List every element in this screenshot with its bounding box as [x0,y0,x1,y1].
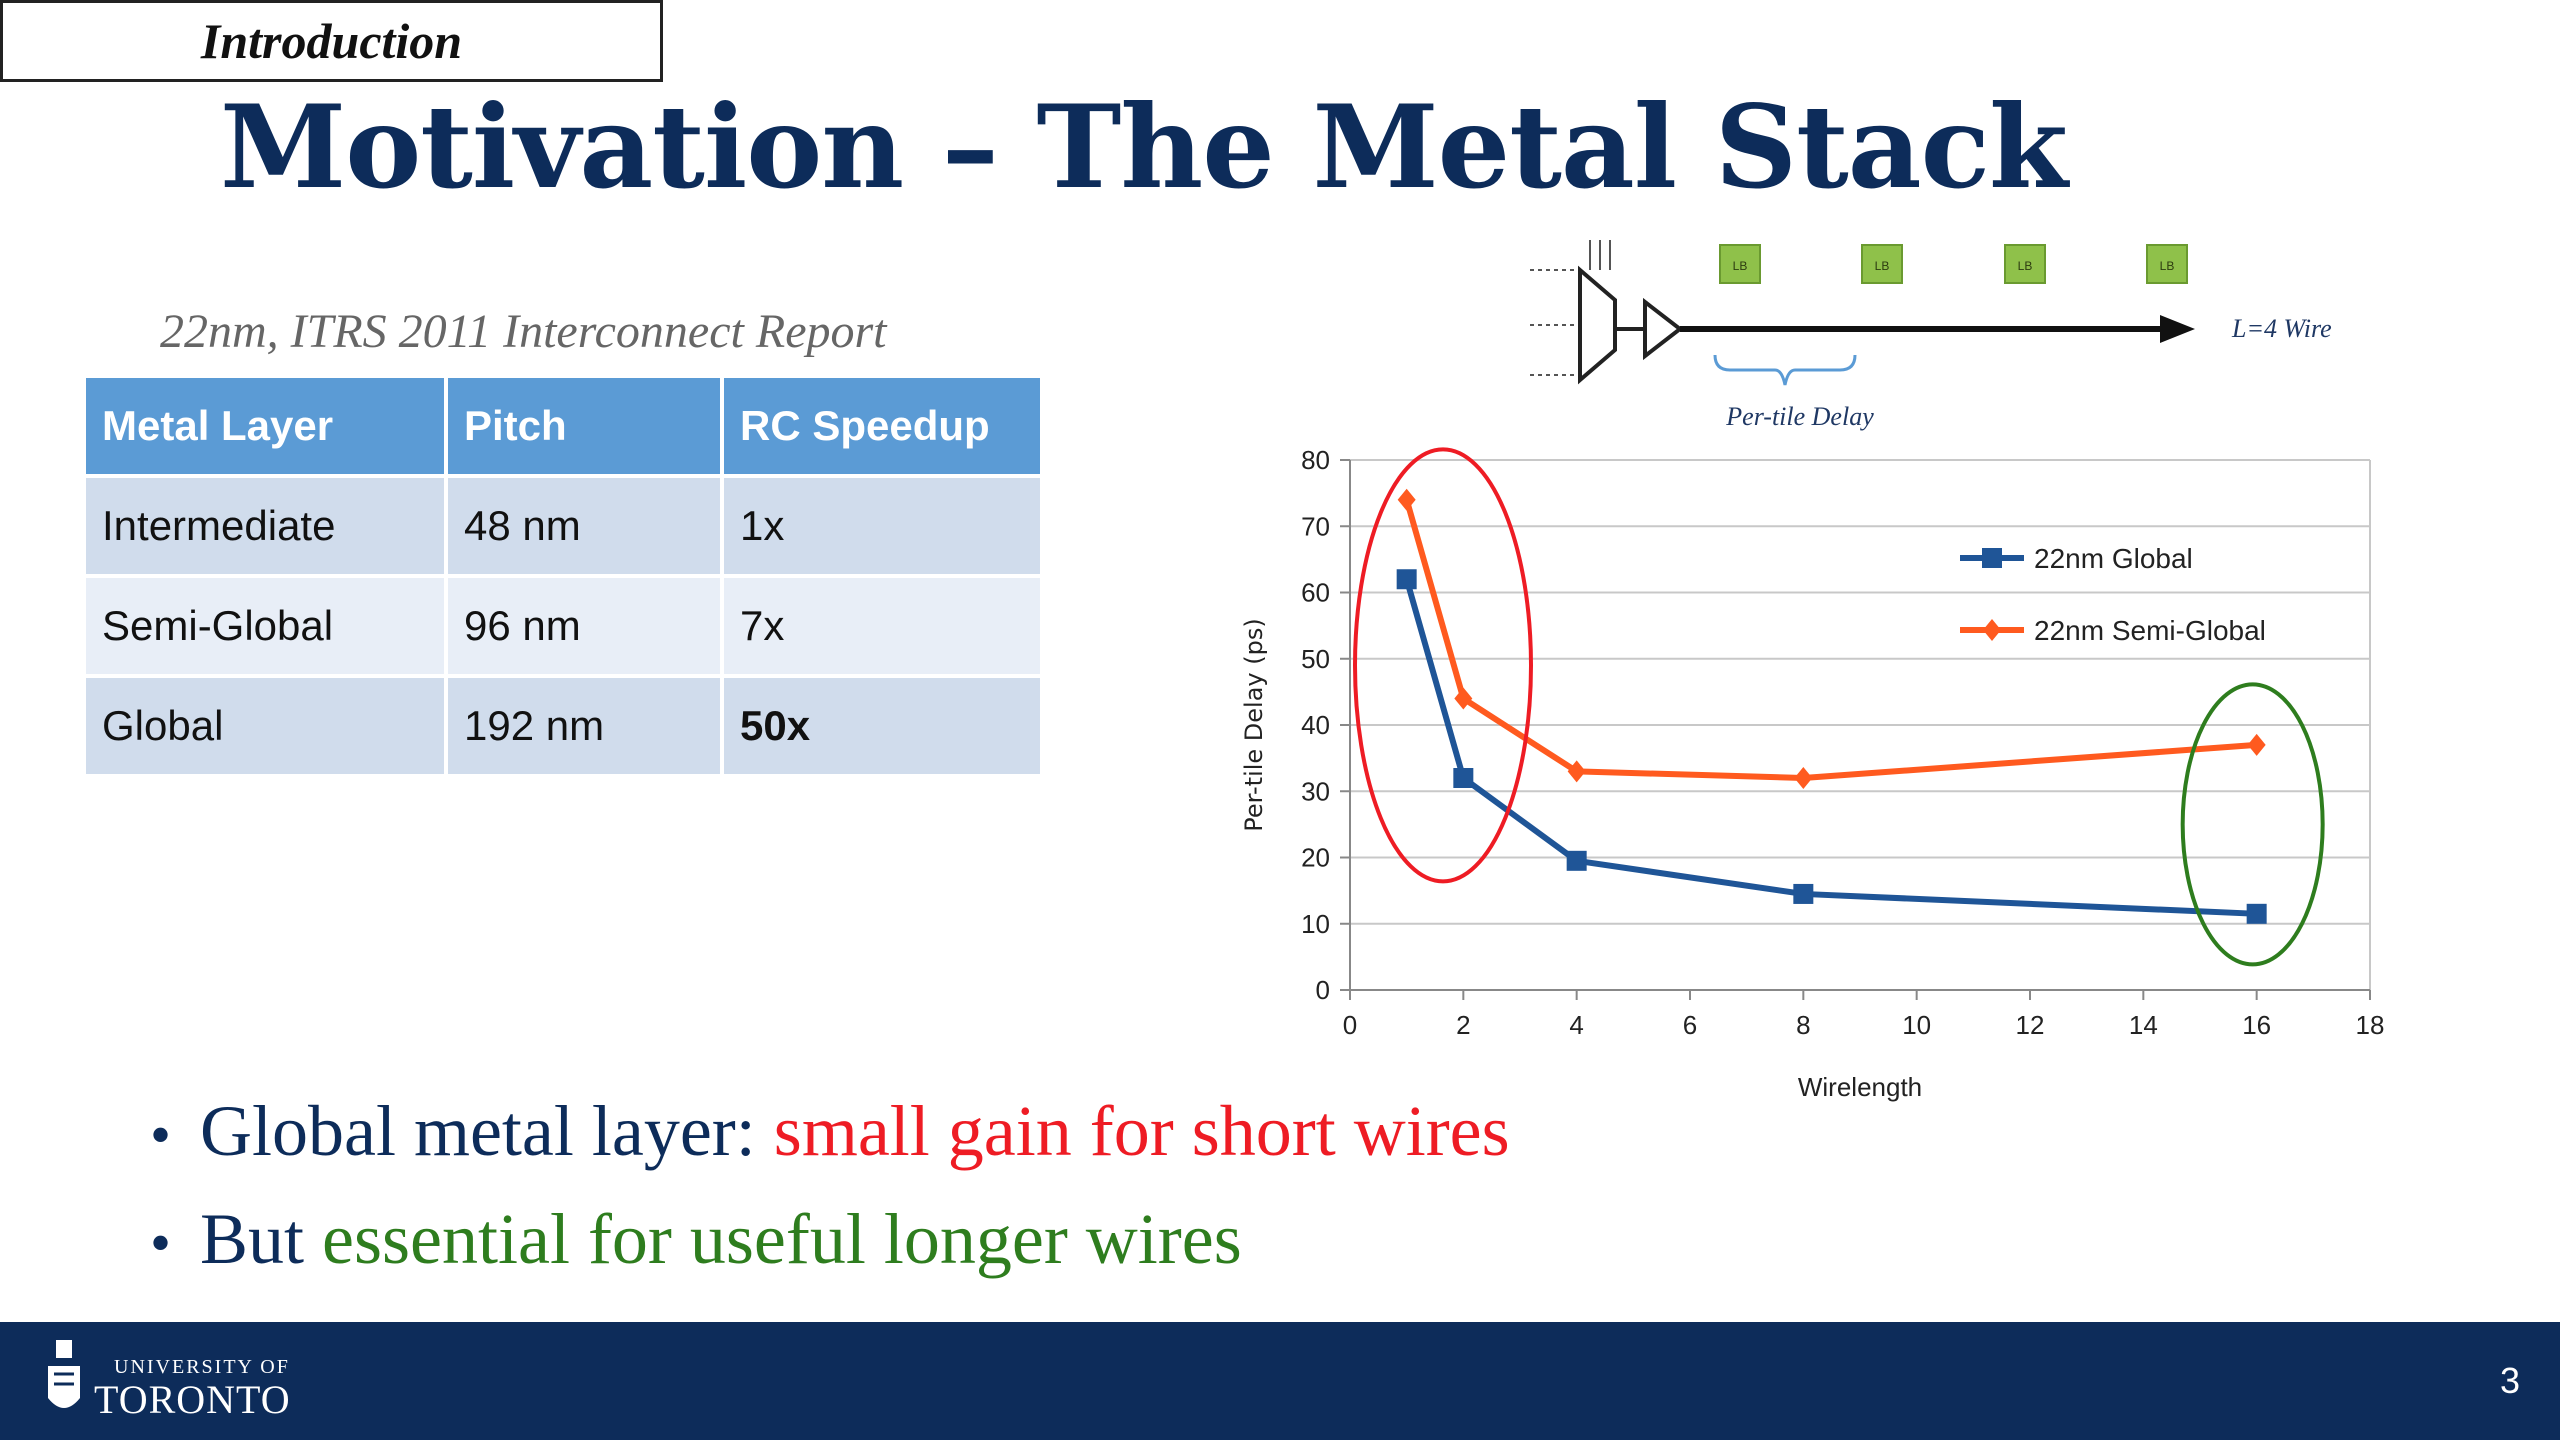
legend-marker [1983,619,2001,641]
y-tick-label: 70 [1301,511,1330,541]
table-row: Semi-Global 96 nm 7x [82,574,1044,678]
table-row: Global 192 nm 50x [82,674,1044,778]
x-tick-label: 4 [1569,1010,1583,1040]
logo-big-text: TORONTO [94,1377,291,1422]
bullet-dot-icon: • [150,1102,172,1168]
table-caption: 22nm, ITRS 2011 Interconnect Report [160,305,887,358]
table-cell: 7x [720,574,1044,678]
table-cell: 192 nm [444,674,724,778]
table-cell: 50x [720,674,1044,778]
logic-block [1719,244,1761,284]
annotation-ellipse [1353,447,1533,884]
config-lines [1589,240,1611,270]
y-tick-label: 30 [1301,776,1330,806]
table-row: Intermediate 48 nm 1x [82,474,1044,578]
university-logo: UNIVERSITY OF TORONTO [42,1336,322,1432]
y-axis-label: Per-tile Delay (ps) [1240,618,1268,831]
table-cell: 1x [720,474,1044,578]
buffer-shape [1643,297,1684,361]
brace-label: Per-tile Delay [1725,402,1874,431]
metal-layer-table: Metal Layer Pitch RC Speedup Intermediat… [82,374,1044,778]
chart-legend: 22nm Global 22nm Semi-Global [1960,543,2266,646]
data-point [2247,733,2266,756]
y-tick-label: 0 [1316,975,1330,1005]
chart-axes: 0 10 20 30 40 50 60 70 80 0 2 4 6 8 10 12 14 16 18 [1301,445,2384,1040]
y-tick-label: 20 [1301,843,1330,873]
bullet-list: • Global metal layer: small gain for shor… [150,1090,1510,1306]
legend-marker [1982,548,2002,568]
y-tick-label: 50 [1301,644,1330,674]
y-tick-label: 80 [1301,445,1330,475]
x-tick-label: 12 [2016,1010,2045,1040]
data-point [1793,883,1814,904]
wire-diagram: LB LB LB LB L=4 Wire Per-tile Delay [1530,240,2332,431]
data-point [1454,687,1473,710]
data-point [1397,488,1416,511]
data-point [1794,767,1813,789]
table-cell: Semi-Global [82,574,448,678]
y-tick-label: 10 [1301,909,1330,939]
table-header: RC Speedup [720,374,1044,478]
table-cell: 96 nm [444,574,724,678]
legend-label: 22nm Semi-Global [2034,615,2266,646]
x-tick-label: 10 [1902,1010,1931,1040]
table-cell: 48 nm [444,474,724,578]
logic-block [1861,244,1903,284]
logic-block-label: LB [1733,259,1748,273]
x-tick-label: 2 [1456,1010,1470,1040]
table-header: Metal Layer [82,374,448,478]
logic-block-label: LB [2160,259,2175,273]
arrow-head-icon [2160,315,2195,343]
y-tick-label: 60 [1301,578,1330,608]
x-tick-label: 8 [1796,1010,1810,1040]
section-tag: Introduction [0,0,663,82]
x-tick-label: 0 [1343,1010,1357,1040]
x-tick-label: 14 [2129,1010,2158,1040]
table-cell: Global [82,674,448,778]
bullet-highlight: essential for useful longer wires [322,1199,1242,1279]
x-tick-label: 16 [2242,1010,2271,1040]
bullet-item: • But essential for useful longer wires [150,1198,1510,1306]
bullet-item: • Global metal layer: small gain for shor… [150,1090,1510,1198]
data-point [1453,768,1474,788]
footer-bar: UNIVERSITY OF TORONTO 3 [0,1322,2560,1440]
chart-annotations [1353,447,2325,967]
input-lines [1530,269,1580,376]
x-tick-label: 18 [2356,1010,2385,1040]
logo-small-text: UNIVERSITY OF [114,1356,290,1378]
logic-block-label: LB [2018,259,2033,273]
wire-label: L=4 Wire [2231,314,2332,343]
table-header-row: Metal Layer Pitch RC Speedup [82,374,1044,478]
data-point [1567,760,1586,783]
slide-title: Motivation – The Metal Stack [220,80,2068,214]
table-cell: Intermediate [82,474,448,578]
logic-blocks: LB LB LB LB [1719,244,2188,284]
page-number: 3 [2499,1360,2520,1401]
chart-series [1396,488,2267,924]
bullet-highlight: small gain for short wires [773,1091,1510,1171]
table-header: Pitch [444,374,724,478]
bullet-dot-icon: • [150,1210,172,1276]
bullet-prefix: But [200,1199,323,1279]
bullet-prefix: Global metal layer: [200,1091,774,1171]
annotation-ellipse [2180,682,2325,967]
crest-icon [48,1340,80,1408]
data-point [2246,903,2267,924]
y-tick-label: 40 [1301,710,1330,740]
x-tick-label: 6 [1683,1010,1697,1040]
brace-icon [1713,354,1857,386]
logic-block [2146,244,2188,284]
data-point [1566,850,1587,871]
logic-block-label: LB [1875,259,1890,273]
data-point [1396,569,1417,590]
legend-label: 22nm Global [2034,543,2193,574]
delay-chart: 0 10 20 30 40 50 60 70 80 0 2 4 6 8 10 12 14 16 18 22nm Gl… [1240,445,2384,1102]
mux-shape [1578,265,1617,385]
logic-block [2004,244,2046,284]
x-axis-label: Wirelength [1798,1072,1922,1102]
